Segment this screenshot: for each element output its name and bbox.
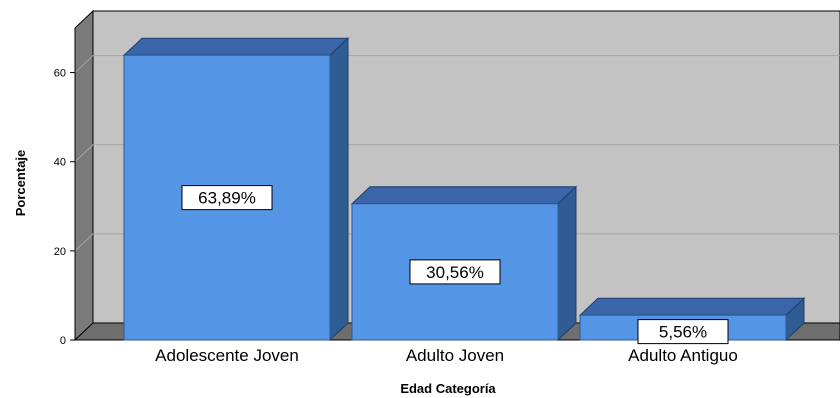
gridline xyxy=(74,144,840,163)
gridline xyxy=(74,55,840,73)
x-axis-title: Edad Categoría xyxy=(400,381,496,396)
data-label-box xyxy=(181,185,273,211)
x-category-label: Adulto Joven xyxy=(406,346,504,365)
bar-side xyxy=(557,185,577,342)
data-label: 63,89% xyxy=(198,189,256,208)
bar-top xyxy=(350,186,578,205)
bar-top xyxy=(122,37,350,56)
data-labels: 63,89% 30,56% 5,56% xyxy=(181,185,729,345)
data-label: 5,56% xyxy=(659,323,707,342)
axes: 0 20 40 60 Adolescente Joven Adulto Joven Adul… xyxy=(54,28,738,365)
y-tick-label: 20 xyxy=(54,246,66,258)
x-category-label: Adulto Antiguo xyxy=(628,346,738,365)
y-tick-label: 60 xyxy=(54,68,66,80)
data-label-box xyxy=(637,319,729,345)
bar-side xyxy=(329,37,349,342)
data-label-box xyxy=(409,259,501,285)
gridline xyxy=(74,233,840,252)
y-tick-label: 0 xyxy=(60,335,66,347)
bar-top xyxy=(578,297,806,316)
y-tick-label: 40 xyxy=(54,157,66,169)
side-wall xyxy=(74,9,94,342)
x-category-label: Adolescente Joven xyxy=(155,346,299,365)
y-axis-title: Porcentaje xyxy=(13,150,28,216)
gridlines xyxy=(74,55,840,252)
data-label: 30,56% xyxy=(426,263,484,282)
